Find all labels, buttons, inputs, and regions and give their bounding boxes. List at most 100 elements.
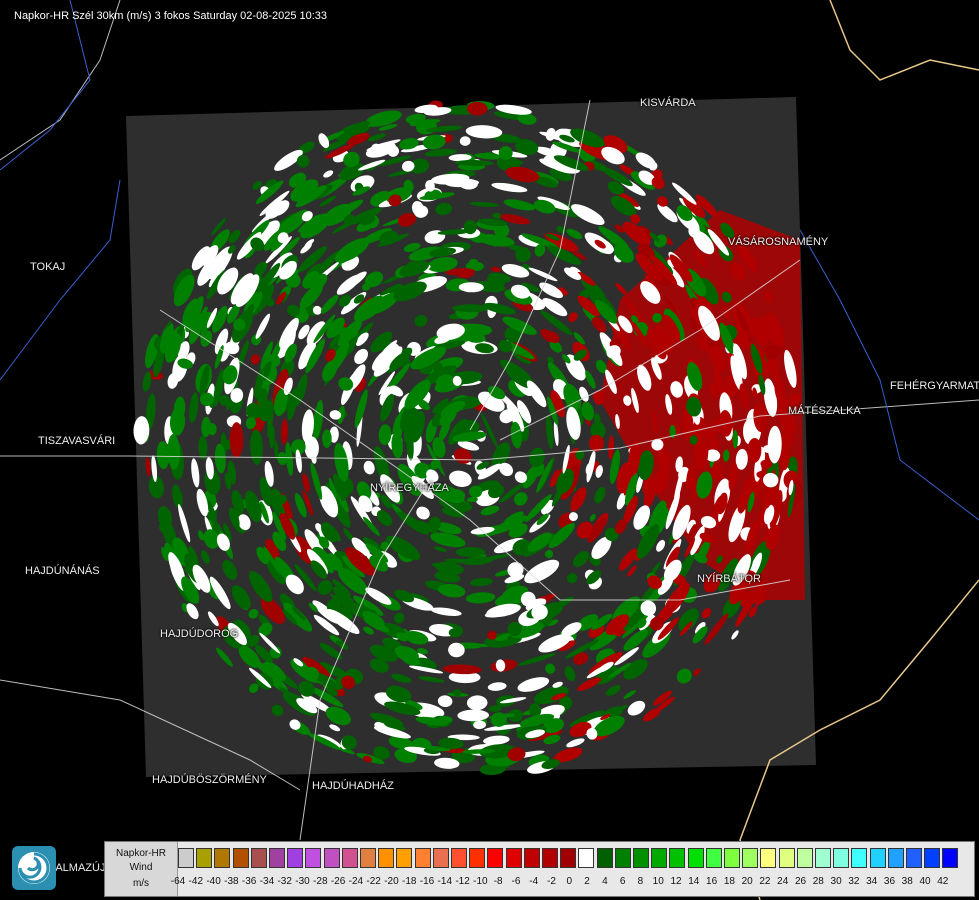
radar-echo — [720, 222, 735, 239]
radar-echo — [498, 340, 513, 353]
radar-echo — [521, 233, 558, 248]
radar-echo — [329, 724, 341, 732]
radar-echo — [657, 575, 674, 595]
radar-echo — [690, 317, 702, 337]
radar-echo — [329, 426, 339, 443]
radar-echo — [272, 511, 287, 541]
radar-echo — [575, 449, 585, 460]
radar-echo — [533, 685, 569, 705]
radar-echo — [600, 713, 611, 721]
radar-echo — [604, 527, 619, 542]
radar-echo — [259, 190, 290, 217]
radar-echo — [423, 107, 452, 116]
radar-echo — [478, 218, 508, 227]
radar-echo — [260, 597, 285, 624]
radar-echo — [540, 310, 573, 336]
radar-echo — [365, 110, 402, 127]
radar-echo — [722, 449, 730, 462]
radar-echo — [672, 504, 691, 540]
radar-echo — [256, 546, 270, 565]
radar-echo — [317, 580, 333, 595]
radar-echo — [536, 459, 553, 494]
radar-echo — [161, 547, 169, 562]
radar-echo — [649, 616, 665, 631]
legend-variable: Wind — [129, 862, 153, 873]
radar-echo — [328, 524, 341, 542]
radar-echo — [589, 513, 596, 522]
radar-echo — [752, 387, 758, 398]
radar-echo — [337, 405, 345, 425]
radar-echo — [576, 521, 593, 539]
radar-echo — [437, 229, 472, 235]
radar-echo — [608, 435, 615, 460]
radar-echo — [353, 294, 365, 304]
radar-echo — [298, 246, 327, 273]
radar-echo — [556, 225, 566, 234]
radar-echo — [586, 663, 612, 679]
radar-echo — [647, 328, 667, 360]
radar-echo — [466, 496, 478, 503]
radar-echo — [313, 614, 340, 636]
radar-echo — [319, 642, 343, 660]
radar-echo — [424, 148, 458, 157]
radar-echo — [307, 733, 341, 750]
radar-echo — [525, 598, 547, 611]
radar-echo — [330, 593, 359, 617]
radar-echo — [630, 214, 641, 224]
radar-echo — [323, 170, 334, 178]
radar-echo — [264, 460, 274, 487]
radar-echo — [704, 613, 729, 645]
radar-echo — [705, 449, 721, 462]
legend-swatch — [596, 848, 613, 868]
radar-echo — [643, 707, 661, 722]
radar-echo — [430, 532, 466, 548]
rivers — [0, 0, 979, 521]
radar-echo — [753, 402, 768, 433]
radar-echo — [601, 146, 625, 165]
radar-echo — [222, 365, 238, 385]
radar-echo — [490, 266, 502, 273]
radar-echo — [550, 390, 565, 418]
radar-echo — [347, 132, 370, 146]
radar-echo — [657, 196, 668, 207]
radar-echo — [678, 608, 699, 632]
radar-echo — [245, 402, 262, 419]
legend-swatch — [214, 848, 231, 868]
radar-echo — [248, 667, 272, 689]
radar-echo — [229, 422, 244, 458]
radar-echo — [618, 548, 638, 571]
radar-echo — [754, 587, 767, 608]
radar-echo — [664, 296, 677, 314]
radar-echo — [598, 226, 629, 250]
radar-echo — [184, 564, 193, 574]
radar-echo — [732, 554, 751, 586]
radar-echo — [542, 718, 565, 734]
radar-echo — [761, 489, 773, 509]
radar-echo — [237, 514, 251, 531]
radar-echo — [501, 264, 530, 278]
radar-echo — [409, 119, 441, 127]
legend-swatch — [432, 848, 449, 868]
radar-echo — [295, 449, 302, 473]
radar-echo — [352, 595, 384, 616]
radar-echo — [767, 425, 782, 464]
legend-swatch — [942, 848, 959, 868]
legend-tick-label: 32 — [848, 876, 860, 887]
radar-echo — [569, 710, 605, 727]
radar-echo — [684, 537, 696, 558]
radar-echo — [178, 504, 191, 543]
radar-echo — [207, 423, 217, 436]
radar-echo — [747, 492, 755, 513]
radar-echo — [434, 335, 451, 344]
radar-echo — [293, 658, 304, 667]
radar-echo — [718, 558, 739, 592]
radar-echo — [504, 326, 522, 343]
radar-echo — [172, 484, 183, 509]
radar-echo — [652, 313, 662, 323]
radar-echo — [606, 345, 621, 359]
radar-echo — [492, 515, 527, 534]
radar-echo — [430, 173, 470, 185]
radar-echo — [167, 434, 181, 470]
radar-echo — [191, 458, 200, 488]
